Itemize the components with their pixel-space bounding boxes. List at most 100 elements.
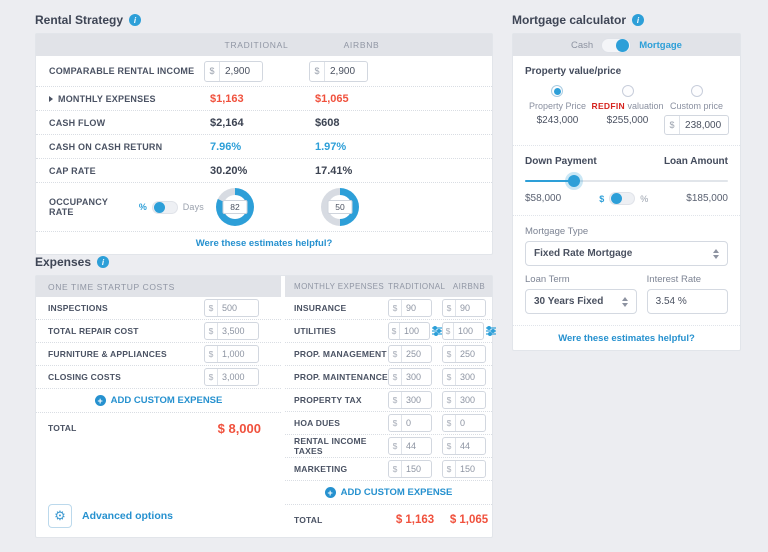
property-price-option-label: Property Price [528, 101, 586, 111]
advanced-options-link[interactable]: Advanced options [82, 510, 174, 522]
inspections-input[interactable]: $ [204, 299, 259, 317]
hoa-dues-traditional-input[interactable]: $ [388, 414, 432, 432]
toggle-knob [154, 201, 166, 213]
info-icon[interactable] [632, 14, 645, 26]
add-custom-expense-button[interactable]: ADD CUSTOM EXPENSE [285, 481, 492, 505]
coc-return-airbnb: 1.97% [315, 140, 347, 153]
expenses-panel: ONE TIME STARTUP COSTS INSPECTIONS $ TOT… [35, 275, 496, 538]
custom-price-radio[interactable] [690, 85, 703, 97]
management-traditional-input[interactable]: $ [388, 345, 432, 363]
insurance-traditional-input[interactable]: $ [388, 299, 432, 317]
monthly-total-row: TOTAL $ 1,163 $ 1,065 [285, 505, 492, 535]
gear-icon[interactable] [48, 504, 72, 528]
rental-strategy-title: Rental Strategy [35, 13, 124, 27]
table-row-prop-management: PROP. MANAGEMENT $ $ [285, 343, 492, 366]
mortgage-mode-label[interactable]: Mortgage [639, 39, 682, 51]
estimates-helpful-link[interactable]: Were these estimates helpful? [195, 237, 333, 249]
down-payment-slider-knob[interactable] [567, 175, 580, 187]
interest-rate-input[interactable] [646, 289, 728, 314]
marketing-traditional-input[interactable]: $ [388, 460, 432, 478]
custom-price-field[interactable] [680, 116, 729, 134]
maintenance-traditional-input[interactable]: $ [388, 368, 432, 386]
currency-symbol: $ [389, 438, 402, 454]
furniture-input[interactable]: $ [204, 345, 259, 363]
down-payment-amount: $58,000 [525, 193, 562, 204]
sliders-icon[interactable] [486, 326, 496, 336]
management-airbnb-input[interactable]: $ [442, 345, 486, 363]
table-row-rental-income-taxes: RENTAL INCOME TAXES $ $ [285, 435, 492, 458]
plus-icon [324, 487, 336, 498]
table-row-utilities: UTILITIES $ $ [285, 320, 496, 343]
table-row-cap-rate: CAP RATE 30.20% 17.41% [36, 159, 492, 183]
table-row-marketing: MARKETING $ $ [285, 458, 492, 481]
property-value-label: Property value/price [525, 66, 622, 77]
utilities-traditional-input[interactable]: $ [388, 322, 430, 340]
mortgage-calculator-section: Mortgage calculator Cash Mortgage Proper… [512, 10, 741, 351]
property-tax-traditional-input[interactable]: $ [388, 391, 432, 409]
table-row-monthly-expenses[interactable]: MONTHLY EXPENSES $1,163 $1,065 [36, 87, 492, 111]
currency-symbol: $ [443, 415, 456, 431]
occupancy-value-traditional[interactable] [222, 200, 248, 214]
info-icon[interactable] [97, 256, 110, 268]
custom-price-option-label: Custom price [670, 101, 724, 111]
mortgage-type-select[interactable]: Fixed Rate Mortgage [525, 241, 728, 266]
table-row-prop-maintenance: PROP. MAINTENANCE $ $ [285, 366, 492, 389]
property-tax-airbnb-input[interactable]: $ [442, 391, 486, 409]
monthly-total-traditional: $ 1,163 [395, 514, 435, 526]
occupancy-unit-percent[interactable]: % [138, 202, 148, 212]
loan-amount-value: $185,000 [686, 193, 728, 204]
column-header-traditional: TRADITIONAL [388, 282, 446, 291]
occupancy-value-airbnb[interactable] [327, 200, 353, 214]
table-row-comparable-rental-income: COMPARABLE RENTAL INCOME $ $ [36, 56, 492, 87]
hoa-dues-airbnb-input[interactable]: $ [442, 414, 486, 432]
rental-income-input-airbnb[interactable]: $ [309, 60, 368, 82]
property-price-value: $243,000 [536, 115, 579, 126]
income-taxes-airbnb-input[interactable]: $ [442, 437, 486, 455]
interest-rate-field[interactable] [655, 296, 719, 307]
monthly-expenses-header: MONTHLY EXPENSES TRADITIONAL AIRBNB [285, 276, 492, 297]
estimates-helpful-link[interactable]: Were these estimates helpful? [558, 332, 695, 344]
repair-cost-input[interactable]: $ [204, 322, 259, 340]
loan-term-label: Loan Term [525, 274, 570, 285]
table-row-occupancy-rate: OCCUPANCY RATE % Days [36, 183, 492, 232]
cash-mortgage-toggle[interactable] [601, 37, 632, 53]
table-row-hoa-dues: HOA DUES $ $ [285, 412, 492, 435]
rental-income-input-traditional[interactable]: $ [204, 60, 263, 82]
occupancy-unit-days[interactable]: Days [182, 202, 204, 212]
income-taxes-traditional-input[interactable]: $ [388, 437, 432, 455]
redfin-logo: REDFIN [591, 101, 625, 111]
currency-symbol: $ [443, 346, 456, 362]
currency-symbol: $ [665, 116, 681, 134]
insurance-airbnb-input[interactable]: $ [442, 299, 486, 317]
one-time-total-row: TOTAL $ 8,000 [48, 420, 261, 436]
percent-unit-label[interactable]: % [640, 193, 649, 204]
marketing-airbnb-input[interactable]: $ [442, 460, 486, 478]
currency-symbol: $ [443, 300, 456, 316]
rental-income-airbnb-field[interactable] [325, 61, 367, 81]
loan-term-select[interactable]: 30 Years Fixed [525, 289, 637, 314]
rental-income-traditional-field[interactable] [220, 61, 262, 81]
down-payment-slider[interactable] [525, 174, 728, 188]
divider [513, 145, 740, 146]
slider-track[interactable] [525, 180, 728, 182]
currency-symbol: $ [389, 300, 402, 316]
redfin-valuation-value: $255,000 [606, 115, 649, 126]
sliders-icon[interactable] [432, 326, 442, 336]
add-custom-expense-button[interactable]: ADD CUSTOM EXPENSE [36, 389, 281, 413]
info-icon[interactable] [129, 14, 142, 26]
dollar-unit-label[interactable]: $ [599, 193, 605, 204]
redfin-valuation-radio[interactable] [621, 85, 634, 97]
utilities-airbnb-input[interactable]: $ [442, 322, 484, 340]
cash-mode-label[interactable]: Cash [571, 39, 594, 51]
monthly-total-airbnb: $ 1,065 [449, 514, 489, 526]
maintenance-airbnb-input[interactable]: $ [442, 368, 486, 386]
occupancy-unit-toggle[interactable] [152, 200, 178, 214]
table-row-property-tax: PROPERTY TAX $ $ [285, 389, 492, 412]
occupancy-donut-airbnb [321, 188, 359, 226]
property-price-radio[interactable] [551, 85, 564, 97]
payment-mode-band: Cash Mortgage [513, 34, 740, 56]
closing-costs-input[interactable]: $ [204, 368, 259, 386]
down-payment-unit-toggle[interactable] [609, 192, 636, 205]
expenses-title: Expenses [35, 255, 92, 269]
custom-price-input[interactable]: $ [664, 115, 730, 135]
